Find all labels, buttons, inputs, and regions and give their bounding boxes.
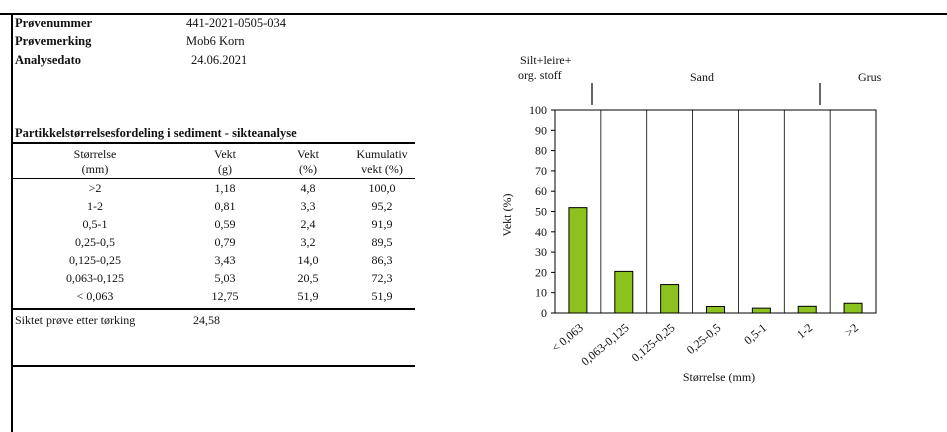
x-tick-label: 0,25-0,5 xyxy=(684,321,724,357)
y-tick-label: 80 xyxy=(535,144,547,158)
sample-mark-label: Prøvemerking xyxy=(15,34,92,48)
y-tick-label: 20 xyxy=(535,265,547,279)
table-top-rule xyxy=(13,142,415,144)
cell-cumulative: 100,0 xyxy=(368,181,396,195)
y-tick-label: 30 xyxy=(535,245,547,259)
cell-weight-pct: 3,3 xyxy=(300,199,316,213)
x-axis-label: Størrelse (mm) xyxy=(683,370,755,384)
analysis-date-label: Analysedato xyxy=(15,53,81,67)
cell-weight-pct: 3,2 xyxy=(300,235,316,249)
y-tick-label: 40 xyxy=(535,225,547,239)
bar xyxy=(797,305,817,314)
cell-size: >2 xyxy=(88,181,102,195)
col-weight-pct-unit: (%) xyxy=(299,162,317,176)
y-tick-label: 60 xyxy=(535,184,547,198)
group-label-silt-line2: org. stoff xyxy=(518,68,562,82)
plot-area xyxy=(554,109,877,314)
y-tick-label: 100 xyxy=(529,103,547,117)
y-tick-label: 0 xyxy=(541,306,547,320)
y-tick-label: 50 xyxy=(535,205,547,219)
bar xyxy=(706,306,725,314)
group-label-grus: Grus xyxy=(858,70,882,84)
cell-weight-g: 3,43 xyxy=(214,253,236,267)
bar xyxy=(660,284,680,314)
cell-cumulative: 72,3 xyxy=(371,271,393,285)
sample-number-label: Prøvenummer xyxy=(15,16,93,30)
left-border xyxy=(11,13,13,432)
x-tick-label: < 0,063 xyxy=(549,321,586,355)
col-weight-pct-header: Vekt xyxy=(297,147,319,161)
x-tick-label: >2 xyxy=(842,321,861,340)
sample-number-value: 441-2021-0505-034 xyxy=(186,16,286,30)
cell-size: 0,125-0,25 xyxy=(69,253,121,267)
x-tick-label: 0,5-1 xyxy=(741,321,769,348)
col-cumulative-header: Kumulativ xyxy=(356,147,408,161)
cell-size: 1-2 xyxy=(87,199,103,213)
cell-weight-g: 0,81 xyxy=(214,199,236,213)
cell-weight-pct: 20,5 xyxy=(297,271,319,285)
col-weight-g-header: Vekt xyxy=(214,147,236,161)
table-title: Partikkelstørrelsesfordeling i sediment … xyxy=(15,126,297,140)
cell-weight-g: 12,75 xyxy=(211,289,239,303)
cell-cumulative: 51,9 xyxy=(371,289,393,303)
bar xyxy=(568,207,588,314)
analysis-date-value: 24.06.2021 xyxy=(191,53,248,67)
cell-weight-pct: 14,0 xyxy=(297,253,319,267)
y-tick-label: 10 xyxy=(535,286,547,300)
dried-sample-value: 24,58 xyxy=(193,313,220,327)
cell-weight-g: 5,03 xyxy=(214,271,236,285)
x-tick-label: 1-2 xyxy=(794,321,815,342)
col-size-header: Størrelse xyxy=(73,147,117,161)
cell-weight-g: 0,79 xyxy=(214,235,236,249)
cell-cumulative: 95,2 xyxy=(371,199,393,213)
sample-mark-value: Mob6 Korn xyxy=(186,34,245,48)
cell-size: 0,5-1 xyxy=(82,217,108,231)
bar xyxy=(751,307,771,314)
cell-weight-pct: 51,9 xyxy=(297,289,319,303)
y-axis-label: Vekt (%) xyxy=(500,194,514,237)
cell-weight-g: 1,18 xyxy=(214,181,236,195)
dried-sample-label: Siktet prøve etter tørking xyxy=(15,313,136,327)
col-weight-g-unit: (g) xyxy=(218,162,232,176)
x-tick-label: 0,063-0,125 xyxy=(578,321,631,369)
col-cumulative-unit: vekt (%) xyxy=(361,162,403,176)
cell-size: 0,25-0,5 xyxy=(75,235,115,249)
cell-cumulative: 86,3 xyxy=(371,253,393,267)
bar xyxy=(843,302,863,314)
group-label-sand: Sand xyxy=(690,70,714,84)
table-bottom-rule xyxy=(13,308,415,310)
cell-size: 0,063-0,125 xyxy=(66,271,124,285)
table-header-rule xyxy=(13,178,415,179)
cell-cumulative: 89,5 xyxy=(371,235,393,249)
cell-cumulative: 91,9 xyxy=(371,217,393,231)
col-size-unit: (mm) xyxy=(81,162,109,176)
cell-size: < 0,063 xyxy=(76,289,114,303)
top-border xyxy=(0,13,947,15)
group-label-silt-line1: Silt+leire+ xyxy=(520,53,572,67)
bar xyxy=(614,270,634,314)
section-end-rule xyxy=(13,365,415,367)
cell-weight-pct: 4,8 xyxy=(300,181,316,195)
y-tick-label: 70 xyxy=(535,164,547,178)
cell-weight-pct: 2,4 xyxy=(300,217,316,231)
y-tick-label: 90 xyxy=(535,123,547,137)
x-tick-label: 0,125-0,25 xyxy=(629,321,678,365)
cell-weight-g: 0,59 xyxy=(214,217,236,231)
